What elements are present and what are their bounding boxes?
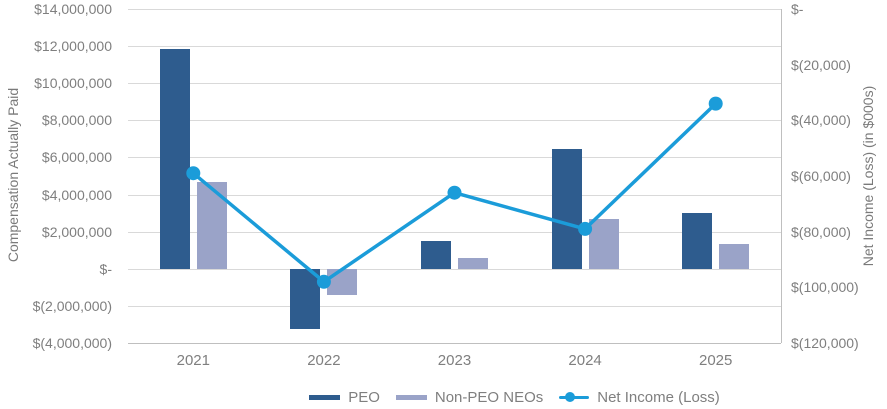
legend-item-peo: PEO <box>309 389 380 406</box>
legend-item-net-income: Net Income (Loss) <box>559 389 720 406</box>
bar-peo-2023 <box>421 240 451 269</box>
left-axis-tick-labels: $14,000,000 $12,000,000 $10,000,000 $8,000,… <box>0 0 112 409</box>
bar-non-peo-neos-2025 <box>719 243 750 269</box>
axis-tick-label: $(40,000) <box>791 112 851 129</box>
axis-tick-label: $(120,000) <box>791 335 859 351</box>
net-income-line-swatch <box>559 392 590 402</box>
gridline <box>128 9 781 10</box>
legend-label-peo: PEO <box>348 388 380 406</box>
plot-area <box>128 9 782 344</box>
gridline <box>128 120 781 122</box>
axis-tick-label: $(80,000) <box>791 223 851 240</box>
x-axis-label-2021: 2021 <box>176 352 210 369</box>
axis-tick-label: $12,000,000 <box>34 38 112 55</box>
bar-non-peo-neos-2023 <box>458 257 488 269</box>
net-income-marker-2022 <box>316 274 331 289</box>
axis-tick-label: $- <box>99 260 112 277</box>
axis-tick-label: $6,000,000 <box>41 149 112 166</box>
gridline <box>128 157 781 159</box>
legend-label-non-peo-neos: Non-PEO NEOs <box>434 388 544 406</box>
net-income-marker-icon <box>565 392 576 402</box>
non-peo-neos-series-swatch <box>395 394 427 400</box>
axis-tick-label: $4,000,000 <box>41 186 112 203</box>
axis-tick-label: $(60,000) <box>791 168 851 184</box>
gridline <box>128 231 781 233</box>
legend-item-non-peo-neos: Non-PEO NEOs <box>395 388 544 406</box>
x-axis-label-2025: 2025 <box>699 352 733 369</box>
bar-peo-2021 <box>159 48 190 269</box>
axis-tick-label: $10,000,000 <box>34 75 112 92</box>
axis-tick-label: $(100,000) <box>791 279 859 296</box>
net-income-marker-2024 <box>578 221 593 236</box>
x-axis-labels: 2021 2022 2023 2024 2025 <box>128 352 781 370</box>
bar-peo-2022 <box>290 268 321 330</box>
axis-tick-label: $- <box>791 1 804 17</box>
gridline <box>128 305 781 307</box>
gridline <box>128 268 781 270</box>
gridline <box>128 343 781 344</box>
line-series-layer <box>186 96 723 289</box>
axis-tick-label: $(2,000,000) <box>32 297 112 314</box>
peo-series-swatch <box>309 394 341 400</box>
legend: PEO Non-PEO NEOs Net Income (Loss) <box>188 387 841 407</box>
x-axis-label-2022: 2022 <box>307 352 341 369</box>
axis-tick-label: $(4,000,000) <box>32 335 112 351</box>
bar-non-peo-neos-2024 <box>588 218 619 269</box>
net-income-marker-2023 <box>447 185 462 200</box>
x-axis-label-2023: 2023 <box>437 352 472 369</box>
bar-peo-2024 <box>551 149 582 269</box>
axis-tick-label: $2,000,000 <box>41 223 112 240</box>
axis-tick-label: $8,000,000 <box>41 112 112 129</box>
net-income-marker-2025 <box>708 96 723 111</box>
gridline <box>128 83 781 85</box>
bar-peo-2025 <box>682 213 713 269</box>
net-income-marker-2021 <box>186 166 201 181</box>
legend-label-net-income: Net Income (Loss) <box>597 388 720 406</box>
gridline <box>128 46 781 48</box>
axis-tick-label: $(20,000) <box>791 56 851 73</box>
axis-tick-label: $14,000,000 <box>34 1 112 17</box>
x-axis-label-2024: 2024 <box>568 352 602 369</box>
right-axis-tick-labels: $- $(20,000) $(40,000) $(60,000) $(80,000) $(… <box>791 0 886 409</box>
bar-non-peo-neos-2022 <box>327 268 358 295</box>
